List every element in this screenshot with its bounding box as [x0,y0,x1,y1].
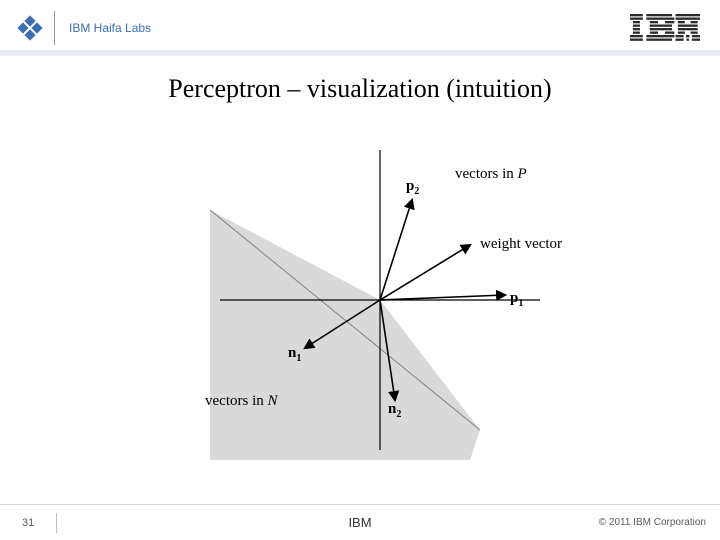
ibm-logo-icon [630,14,700,42]
header-underline [0,50,720,56]
slide-title: Perceptron – visualization (intuition) [0,74,720,104]
lab-name: IBM Haifa Labs [69,21,151,35]
svg-text:vectors in P: vectors in P [455,166,527,182]
copyright-text: © 2011 IBM Corporation [599,517,706,528]
header-bar: IBM Haifa Labs [0,0,720,56]
lab-logo-icon [16,14,44,42]
svg-text:vectors in N: vectors in N [205,393,278,409]
perceptron-diagram: p1p2weight vectorn1n2vectors in Pvectors… [150,130,570,460]
footer-bar: 31 IBM © 2011 IBM Corporation [0,504,720,540]
svg-text:p2: p2 [406,178,419,197]
header-divider [54,11,55,45]
svg-text:weight vector: weight vector [480,236,562,252]
svg-text:p1: p1 [510,290,523,309]
